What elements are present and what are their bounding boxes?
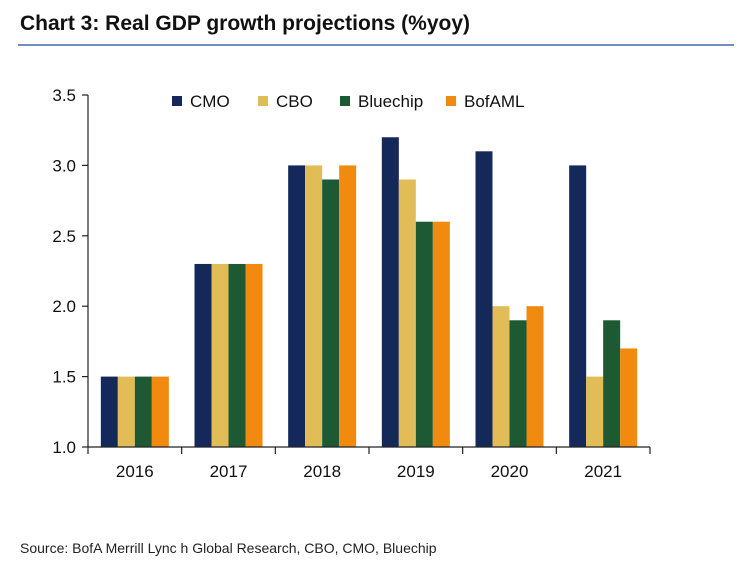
y-tick-label: 3.0: [52, 156, 76, 175]
legend-swatch-bofaml: [446, 96, 456, 106]
source-note: Source: BofA Merrill Lync h Global Resea…: [20, 540, 437, 556]
bar-bofaml-2021: [620, 348, 638, 447]
bar-cmo-2017: [194, 263, 212, 447]
x-tick-label: 2021: [584, 462, 622, 481]
y-tick-label: 2.5: [52, 227, 76, 246]
x-tick-label: 2017: [210, 462, 248, 481]
bar-bofaml-2018: [339, 165, 357, 447]
bar-cmo-2021: [569, 165, 587, 447]
x-tick-label: 2018: [303, 462, 341, 481]
bar-bluechip-2021: [603, 320, 621, 447]
y-tick-label: 1.5: [52, 368, 76, 387]
bar-cmo-2018: [288, 165, 306, 447]
y-axis: 1.0 1.5 2.0 2.5 3.0 3.5: [52, 86, 89, 457]
bar-cmo-2016: [100, 376, 118, 447]
bar-bofaml-2020: [526, 306, 544, 447]
legend-label-cbo: CBO: [276, 92, 313, 111]
bar-cbo-2018: [305, 165, 323, 447]
x-tick-label: 2019: [397, 462, 435, 481]
legend-label-bluechip: Bluechip: [358, 92, 423, 111]
legend-label-cmo: CMO: [190, 92, 230, 111]
bar-bofaml-2016: [151, 376, 169, 447]
bar-bluechip-2020: [509, 320, 527, 447]
legend-swatch-bluechip: [340, 96, 350, 106]
bar-group: [100, 137, 638, 448]
y-tick-label: 1.0: [52, 438, 76, 457]
x-tick-label: 2016: [116, 462, 154, 481]
x-axis: 2016 2017 2018 2019 2020 2021: [87, 446, 651, 481]
legend-label-bofaml: BofAML: [464, 92, 524, 111]
bar-cbo-2017: [211, 263, 229, 447]
bar-cmo-2020: [475, 151, 493, 447]
y-tick-label: 2.0: [52, 297, 76, 316]
bar-bluechip-2017: [228, 263, 246, 447]
bar-bluechip-2016: [134, 376, 152, 447]
bar-bluechip-2019: [415, 221, 433, 447]
bar-cbo-2020: [492, 306, 510, 447]
bar-cbo-2016: [117, 376, 135, 447]
chart-legend: CMO CBO Bluechip BofAML: [172, 92, 524, 111]
title-rule: [18, 44, 734, 46]
bar-cbo-2021: [586, 376, 604, 447]
bar-cmo-2019: [381, 137, 399, 448]
bar-cbo-2019: [398, 179, 416, 448]
bar-bofaml-2019: [432, 221, 450, 447]
legend-swatch-cmo: [172, 96, 182, 106]
chart-title: Chart 3: Real GDP growth projections (%y…: [20, 12, 471, 35]
y-tick-label: 3.5: [52, 86, 76, 105]
bar-bluechip-2018: [322, 179, 340, 448]
legend-swatch-cbo: [258, 96, 268, 106]
bar-bofaml-2017: [245, 263, 263, 447]
x-tick-label: 2020: [491, 462, 529, 481]
